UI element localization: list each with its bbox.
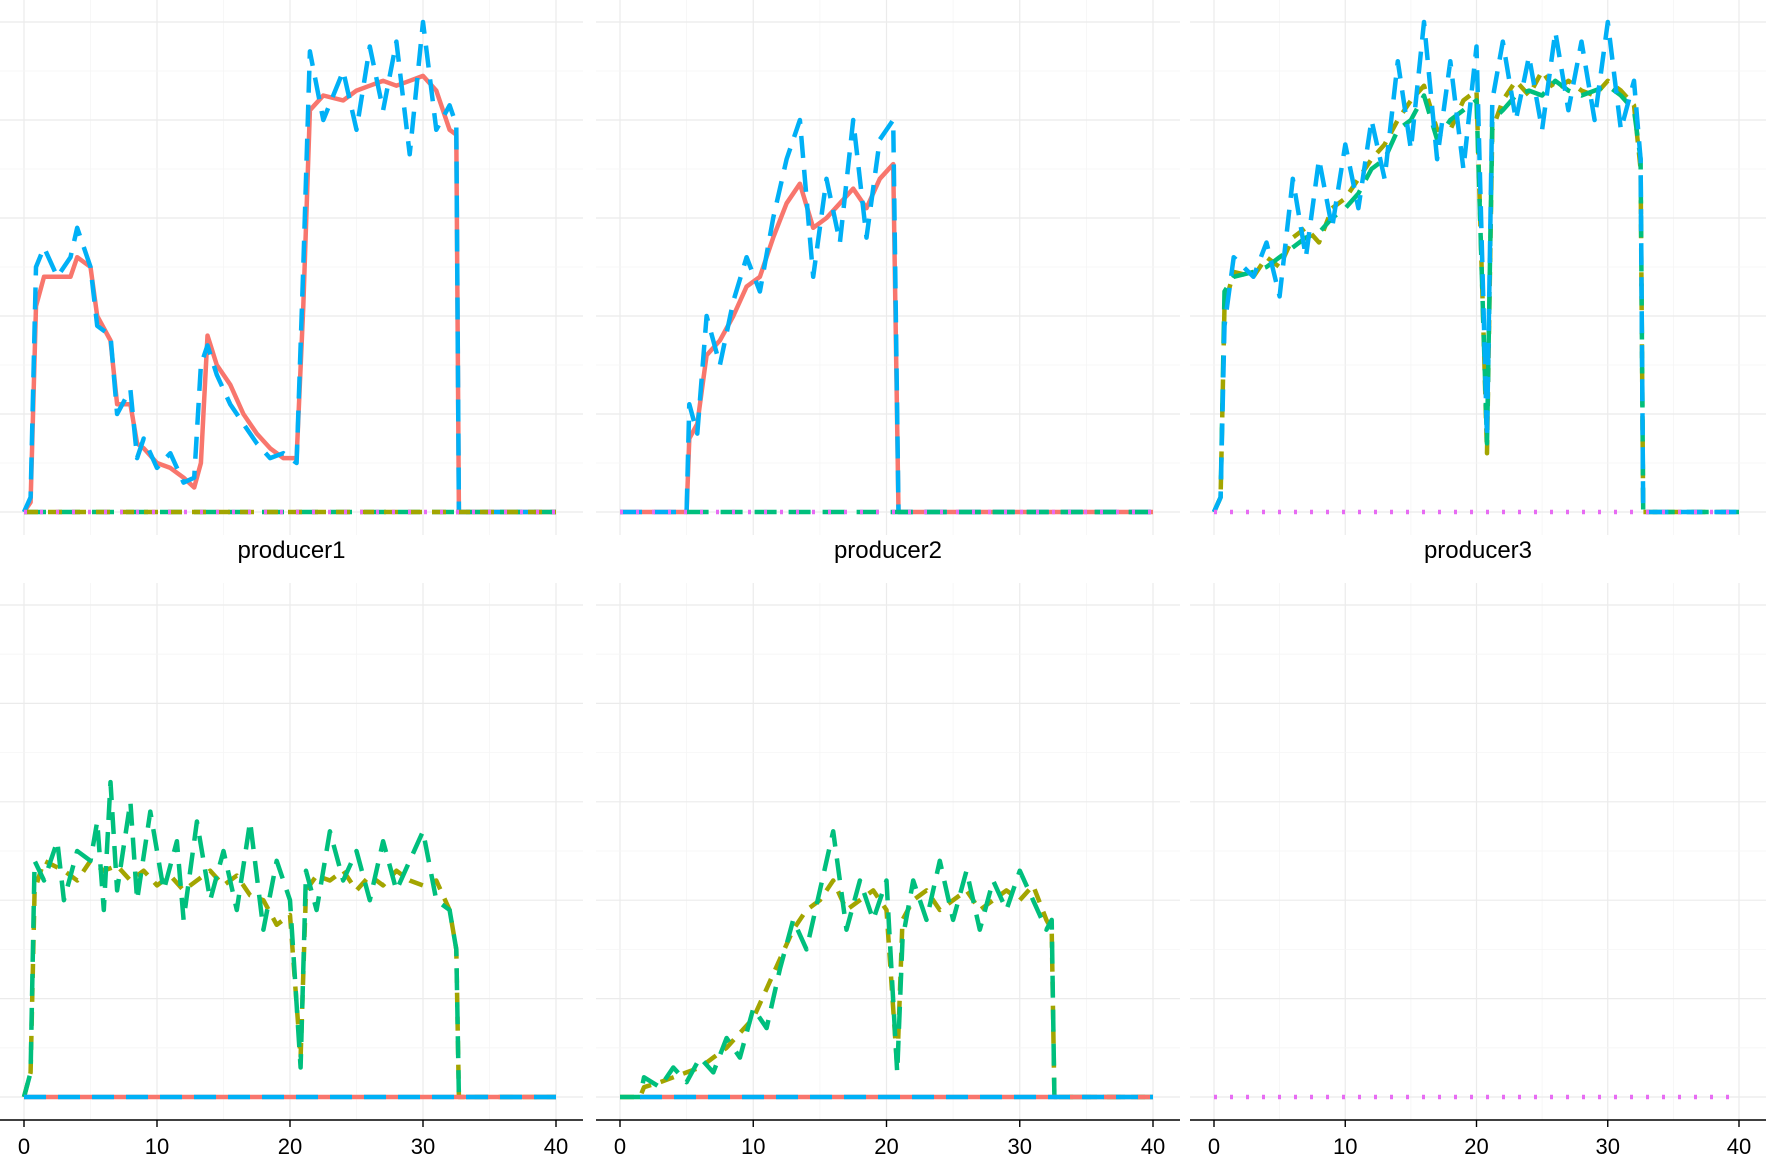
- series-line-2: [620, 117, 1153, 515]
- strip-label-bottom-middle: producer2: [834, 537, 942, 564]
- panel-bottom-right: producer3 0 10 20 30 40: [1190, 537, 1766, 1159]
- panel-bottom-middle: producer2 0 10 20 30 40: [596, 537, 1180, 1159]
- series-line-2: [620, 829, 1153, 1100]
- panel-bottom-left: producer1 0 10 20 30 40: [0, 537, 583, 1159]
- strip-label-bottom-right: producer3: [1424, 537, 1532, 564]
- x-tick-label: 10: [145, 1134, 169, 1159]
- panel-top-left: [0, 0, 583, 535]
- series-line-2: [21, 779, 556, 1100]
- x-tick-label: 10: [1333, 1134, 1357, 1159]
- x-tick-label: 0: [18, 1134, 30, 1159]
- panel-top-middle: [596, 0, 1180, 535]
- x-tick-label: 40: [544, 1134, 568, 1159]
- x-tick-label: 20: [874, 1134, 898, 1159]
- x-tick-label: 30: [1596, 1134, 1620, 1159]
- series-line-2: [21, 19, 556, 515]
- x-tick-label: 0: [614, 1134, 626, 1159]
- x-tick-label: 20: [1464, 1134, 1488, 1159]
- x-tick-label: 40: [1727, 1134, 1751, 1159]
- series-line-1: [620, 878, 1153, 1100]
- x-tick-label: 30: [1008, 1134, 1032, 1159]
- x-tick-label: 40: [1141, 1134, 1165, 1159]
- x-tick-label: 30: [411, 1134, 435, 1159]
- strip-label-bottom-left: producer1: [237, 537, 345, 564]
- series-line-2: [1211, 78, 1739, 515]
- series-line-3: [1211, 19, 1739, 515]
- x-tick-label: 20: [278, 1134, 302, 1159]
- x-tick-label: 0: [1208, 1134, 1220, 1159]
- x-tick-label: 10: [741, 1134, 765, 1159]
- panel-top-right: [1190, 0, 1766, 535]
